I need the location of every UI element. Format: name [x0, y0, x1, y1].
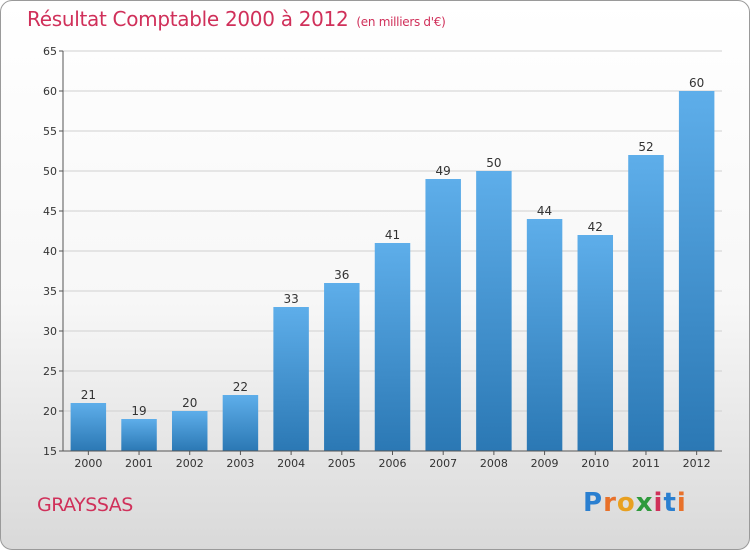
x-tick-label: 2008	[480, 457, 508, 470]
commune-name: GRAYSSAS	[37, 494, 133, 516]
bar	[374, 243, 411, 451]
x-tick-label: 2005	[328, 457, 356, 470]
y-tick-label: 60	[43, 85, 57, 98]
y-tick-label: 25	[43, 365, 57, 378]
logo-letter: i	[653, 488, 664, 518]
chart-subtitle: (en milliers d'€)	[356, 15, 446, 29]
bar-value-label: 20	[182, 396, 197, 410]
bar	[476, 171, 512, 451]
y-tick-label: 65	[43, 45, 57, 58]
bar-layer: 21 19 20 22 33 36 41 49 50 44 42 52 60	[70, 76, 715, 451]
x-tick-label: 2002	[176, 457, 204, 470]
proxiti-logo: Proxiti	[583, 488, 687, 518]
bar	[70, 403, 107, 451]
x-tick-label: 2012	[683, 457, 711, 470]
bar-value-label: 21	[81, 388, 96, 402]
bar-value-label: 42	[588, 220, 603, 234]
bar	[324, 283, 360, 451]
bar	[628, 155, 664, 451]
axis-layer: 15 20 25 30 35 40 45 50 55 60 65 2000 2001 2002 2003 20…	[43, 45, 722, 470]
bar-value-label: 22	[233, 380, 248, 394]
y-tick-label: 55	[43, 125, 57, 138]
bar	[526, 219, 563, 451]
bar-value-label: 49	[436, 164, 451, 178]
logo-letter: x	[635, 488, 654, 518]
chart-title: Résultat Comptable 2000 à 2012 (en millie…	[27, 7, 446, 31]
x-tick-label: 2007	[429, 457, 457, 470]
logo-letter: o	[616, 488, 636, 518]
y-tick-label: 20	[43, 405, 57, 418]
x-tick-label: 2001	[125, 457, 153, 470]
bar-value-label: 60	[689, 76, 704, 90]
x-tick-label: 2006	[379, 457, 407, 470]
bar	[121, 419, 157, 451]
y-tick-label: 40	[43, 245, 57, 258]
bar-value-label: 52	[638, 140, 653, 154]
y-tick-label: 35	[43, 285, 57, 298]
bar	[425, 179, 461, 451]
logo-letter: r	[603, 488, 617, 518]
bar-value-label: 19	[131, 404, 146, 418]
y-tick-label: 45	[43, 205, 57, 218]
bar-value-label: 41	[385, 228, 400, 242]
logo-letter: i	[676, 488, 687, 518]
bar-value-label: 50	[486, 156, 501, 170]
x-tick-label: 2000	[74, 457, 102, 470]
bar-value-label: 36	[334, 268, 349, 282]
bar	[273, 307, 309, 451]
y-tick-label: 30	[43, 325, 57, 338]
bar-value-label: 33	[283, 292, 298, 306]
y-tick-label: 15	[43, 445, 57, 458]
y-tick-label: 50	[43, 165, 57, 178]
x-tick-label: 2011	[632, 457, 660, 470]
x-tick-label: 2004	[277, 457, 305, 470]
bar-value-label: 44	[537, 204, 552, 218]
x-tick-label: 2010	[581, 457, 609, 470]
logo-letter: t	[663, 488, 677, 518]
bar	[222, 395, 259, 451]
bar	[577, 235, 614, 451]
bar	[678, 91, 715, 451]
x-tick-label: 2003	[226, 457, 254, 470]
bar	[171, 411, 208, 451]
logo-letter: P	[583, 488, 604, 518]
x-tick-label: 2009	[531, 457, 559, 470]
